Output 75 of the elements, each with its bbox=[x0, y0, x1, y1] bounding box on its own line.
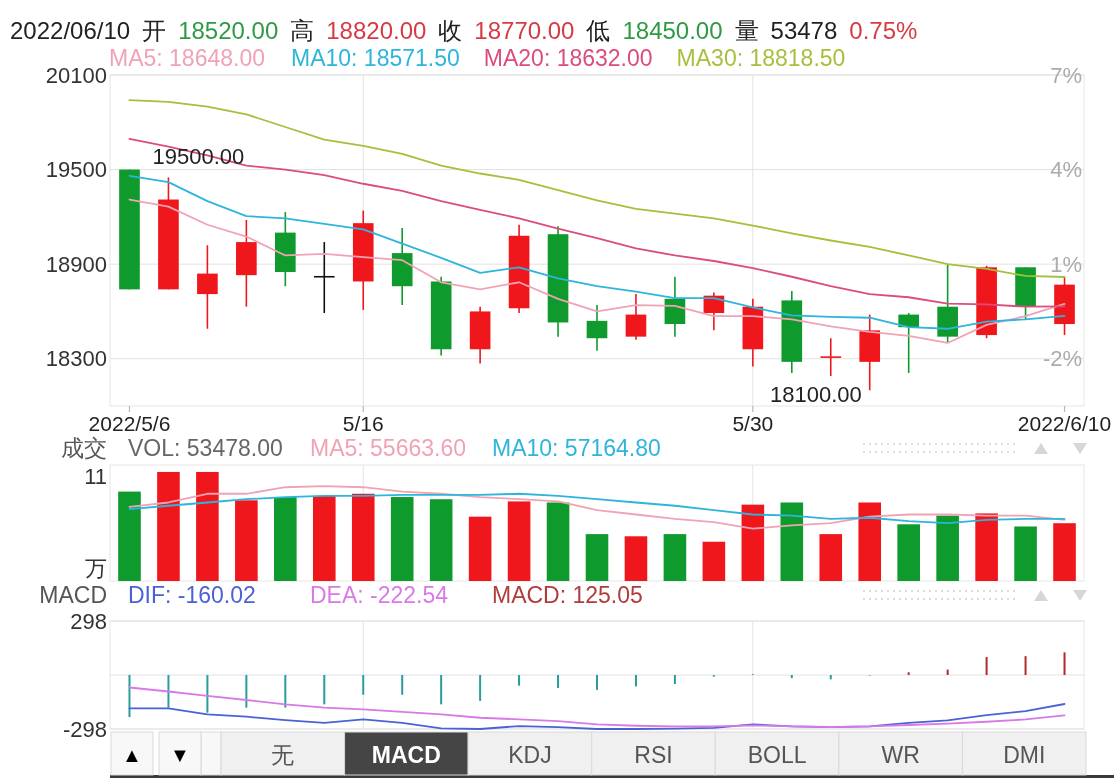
bar bbox=[323, 675, 326, 705]
bar bbox=[362, 675, 365, 695]
candlestick bbox=[586, 304, 608, 352]
bar bbox=[819, 534, 843, 581]
text: 万 bbox=[85, 555, 107, 581]
bar bbox=[479, 675, 482, 701]
y-tick-label: 20100 bbox=[45, 62, 107, 88]
bar bbox=[401, 675, 404, 695]
chart-title: 成交 bbox=[61, 435, 107, 461]
bar bbox=[702, 541, 726, 581]
bar bbox=[1063, 652, 1066, 675]
bar bbox=[196, 471, 219, 581]
candlestick bbox=[625, 293, 647, 341]
annotation: 18100.00 bbox=[769, 381, 862, 407]
bar bbox=[624, 536, 648, 581]
y-tick-label: 18900 bbox=[45, 251, 107, 277]
text: 11 bbox=[84, 463, 107, 489]
bar bbox=[390, 497, 414, 581]
bar bbox=[790, 675, 793, 679]
x-tick-label: 2022/6/10 bbox=[1017, 411, 1112, 435]
bar bbox=[936, 515, 959, 581]
x-tick-label: 5/16 bbox=[342, 411, 384, 435]
y2-tick-label: 1% bbox=[1050, 251, 1082, 277]
bar bbox=[897, 524, 920, 581]
bar bbox=[118, 491, 141, 581]
bar bbox=[235, 500, 258, 581]
bar bbox=[351, 493, 375, 581]
legend: MA5: 18648.00 MA10: 18571.50 MA20: 18632.00 MA30: 18818.50 bbox=[109, 45, 846, 71]
bar bbox=[546, 502, 570, 581]
bar bbox=[440, 675, 443, 705]
bar bbox=[245, 675, 248, 708]
y-tick-label: 19500 bbox=[45, 157, 107, 183]
bar bbox=[673, 675, 676, 685]
bar bbox=[1024, 656, 1027, 675]
bar bbox=[907, 672, 910, 675]
bar bbox=[985, 657, 988, 675]
y2-tick-label: -2% bbox=[1042, 346, 1082, 372]
bar bbox=[1014, 526, 1037, 581]
bar bbox=[274, 497, 297, 581]
bar bbox=[312, 495, 336, 581]
bar bbox=[429, 499, 453, 581]
bar bbox=[284, 675, 287, 708]
bar bbox=[206, 675, 209, 713]
line-series bbox=[128, 686, 1066, 728]
candlestick bbox=[820, 337, 842, 377]
bar bbox=[946, 669, 949, 675]
y-tick-label: 298 bbox=[70, 608, 107, 634]
bar bbox=[663, 534, 687, 581]
bar bbox=[167, 675, 170, 708]
y-tick-label: -298 bbox=[62, 716, 107, 742]
x-tick-label: 2022/5/6 bbox=[88, 411, 171, 435]
bar bbox=[468, 516, 492, 581]
candlestick bbox=[313, 241, 335, 314]
x-tick-label: 5/30 bbox=[732, 411, 774, 435]
y-tick-label: 18300 bbox=[45, 346, 107, 372]
y2-tick-label: 4% bbox=[1050, 157, 1082, 183]
legend: DIF: -160.02 DEA: -222.54 MACD: 125.05 bbox=[128, 582, 643, 608]
bar bbox=[596, 675, 598, 690]
bar bbox=[780, 502, 804, 581]
candlestick bbox=[197, 244, 218, 330]
bar bbox=[634, 675, 637, 687]
bar bbox=[518, 675, 521, 686]
bar bbox=[507, 501, 531, 581]
bar bbox=[1053, 523, 1076, 581]
bar bbox=[858, 502, 882, 581]
bar bbox=[585, 534, 609, 581]
legend: VOL: 53478.00 MA5: 55663.60 MA10: 57164.80 bbox=[128, 435, 661, 461]
bar bbox=[128, 675, 131, 718]
bar bbox=[741, 504, 765, 581]
bar bbox=[157, 471, 180, 581]
y2-tick-label: 7% bbox=[1050, 62, 1082, 88]
chart-title: MACD bbox=[39, 582, 107, 608]
bar bbox=[557, 675, 560, 689]
bar bbox=[975, 513, 998, 581]
chart-title: 2022/06/10 开 18520.00 高 18820.00 收 18770.00 低 18450.00 量 53478 0.75% bbox=[10, 16, 918, 44]
